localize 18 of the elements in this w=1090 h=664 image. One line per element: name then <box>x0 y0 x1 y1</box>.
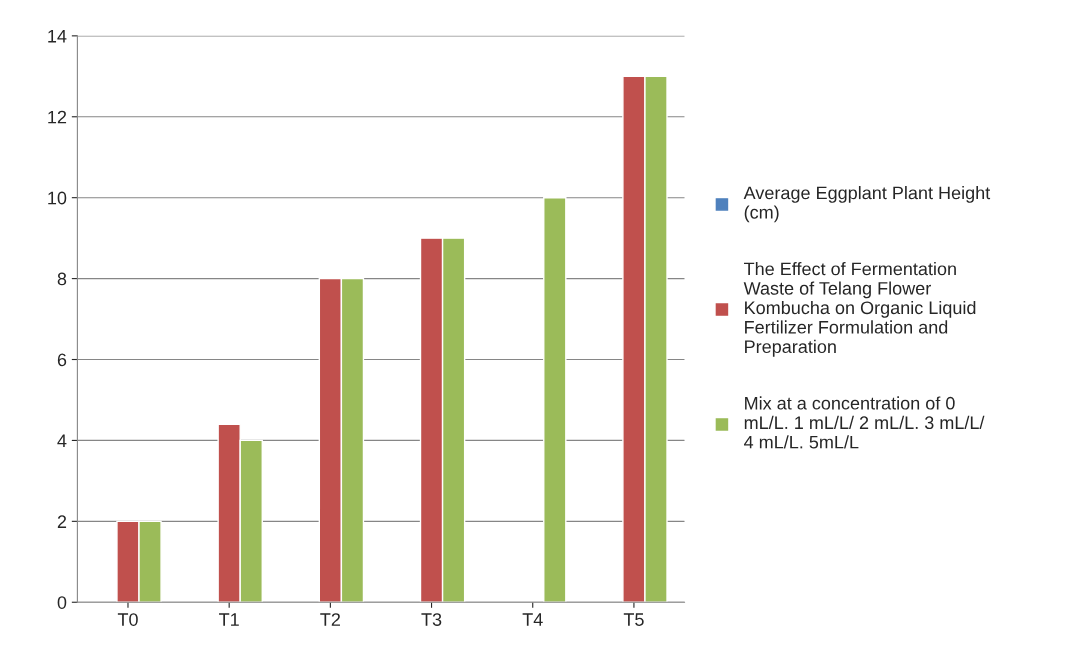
y-tick-label: 8 <box>57 272 67 286</box>
legend-label: Mix at a concentration of 0 mL/L. 1 mL/L/ 2 mL/L. 3 mL/L/ 4 mL/L. 5mL/L <box>744 396 985 449</box>
x-tick-label: T4 <box>522 613 543 626</box>
bar <box>543 196 567 603</box>
y-tick-label: 2 <box>57 515 67 528</box>
y-tick-label: 6 <box>57 353 67 367</box>
legend-label: Average Eggplant Plant Height (cm) <box>743 186 991 223</box>
y-tick-label: 10 <box>48 191 67 205</box>
x-tick-label: T3 <box>421 613 442 626</box>
y-tick-label: 4 <box>57 434 67 447</box>
y-tick-label: 14 <box>48 29 67 43</box>
x-tick-label: T0 <box>117 613 138 626</box>
x-tick-label: T5 <box>623 613 644 626</box>
x-tick-label: T2 <box>320 613 340 626</box>
x-tick-label: T1 <box>219 613 239 626</box>
y-tick-label: 12 <box>48 110 67 124</box>
legend-label: The Effect of Fermentation Waste of Telang Flower Kombucha on Organic Liquid Fertilizer Formulation and Preparation <box>743 262 976 357</box>
y-tick-label: 0 <box>57 596 67 609</box>
